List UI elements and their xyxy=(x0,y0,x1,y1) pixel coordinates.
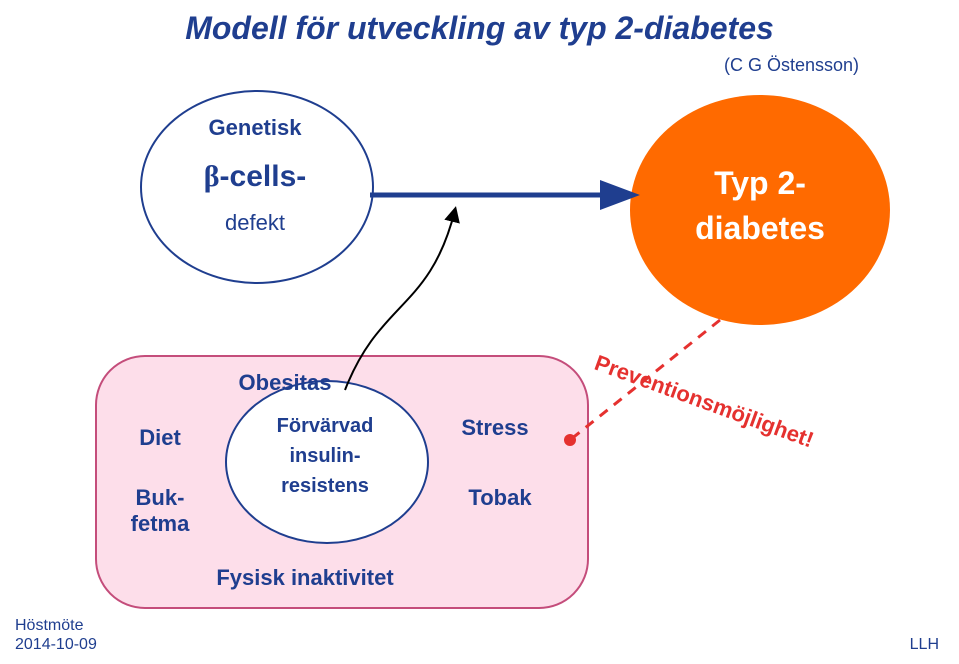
betacell-label-top: Genetisk xyxy=(140,115,370,141)
betacell-label-bottom: defekt xyxy=(140,210,370,236)
buk-line2: fetma xyxy=(131,511,190,536)
footer-line2: 2014-10-09 xyxy=(15,636,97,653)
factor-stress: Stress xyxy=(435,415,555,441)
diabetes-label-top: Typ 2- xyxy=(630,165,890,202)
insulin-label-top: Förvärvad xyxy=(225,415,425,438)
factor-bukfetma: Buk- fetma xyxy=(105,485,215,537)
factor-tobak: Tobak xyxy=(440,485,560,511)
beta-cells-text: -cells- xyxy=(220,160,307,193)
footer-right: LLH xyxy=(910,636,939,654)
page-subtitle: (C G Östensson) xyxy=(724,55,859,76)
beta-symbol: β xyxy=(204,160,220,193)
page-title: Modell för utveckling av typ 2-diabetes xyxy=(0,10,959,47)
insulin-label-mid: insulin- xyxy=(225,445,425,468)
footer-line1: Höstmöte xyxy=(15,617,83,634)
footer-left: Höstmöte 2014-10-09 xyxy=(15,616,97,654)
diabetes-label-bottom: diabetes xyxy=(630,210,890,247)
insulin-label-bottom: resistens xyxy=(225,475,425,498)
factor-diet: Diet xyxy=(110,425,210,451)
betacell-label-mid: β-cells- xyxy=(140,160,370,194)
buk-line1: Buk- xyxy=(136,485,185,510)
factor-obesitas: Obesitas xyxy=(215,370,355,396)
prevention-label: Preventionsmöjlighet! xyxy=(591,350,817,453)
factor-fysisk: Fysisk inaktivitet xyxy=(155,565,455,591)
